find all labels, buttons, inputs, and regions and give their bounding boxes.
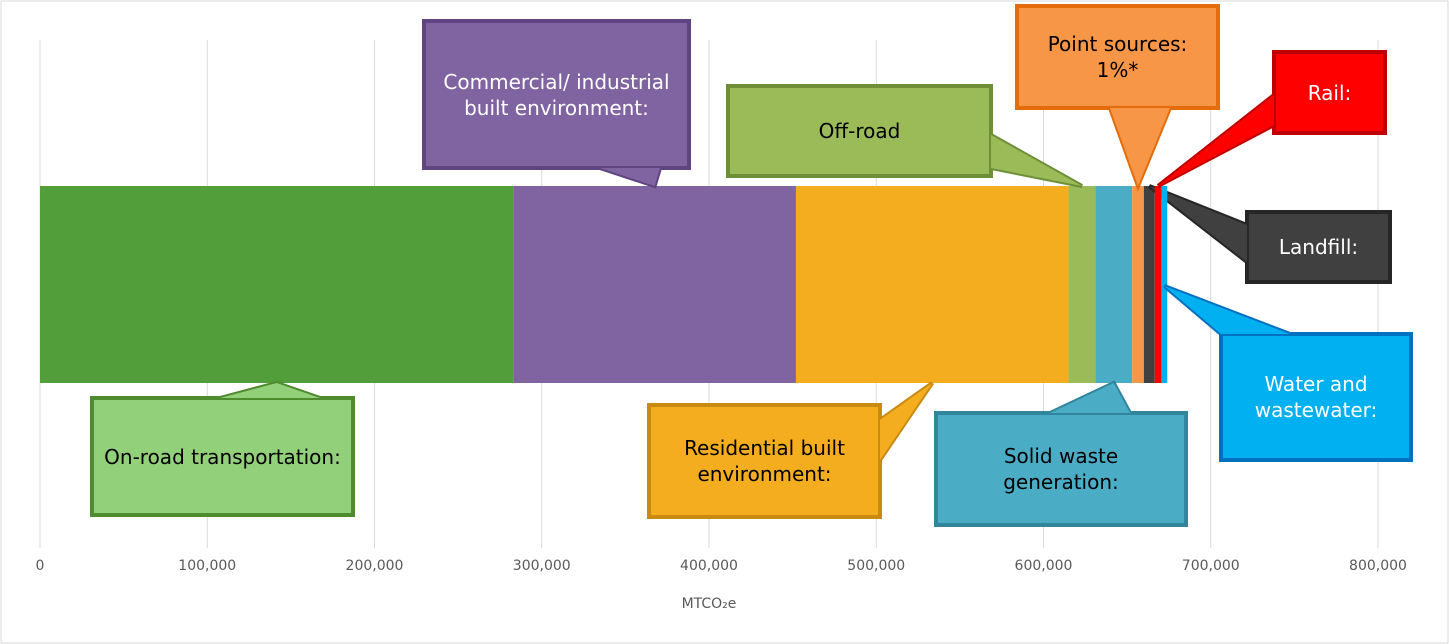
callout-tail-fill: [1149, 186, 1247, 262]
callout-tail-fill: [1158, 95, 1274, 186]
x-tick-label: 100,000: [178, 558, 236, 574]
callout-label: Point sources: 1%*: [1047, 32, 1188, 82]
x-tick-label: 0: [36, 558, 45, 574]
x-tick-label: 600,000: [1015, 558, 1073, 574]
callout-label: Rail:: [1307, 80, 1352, 105]
bar-segment: [513, 186, 796, 383]
bar-segment: [1132, 186, 1144, 383]
bar-segment: [795, 186, 1069, 383]
x-tick-label: 400,000: [680, 558, 738, 574]
callout-label: Off-road: [818, 119, 901, 143]
callout-label: Landfill:: [1278, 235, 1359, 259]
callout-tail-fill: [1164, 286, 1290, 334]
callout-box: [934, 411, 1188, 527]
callout-tail-fill: [880, 383, 933, 460]
x-tick-label: 800,000: [1349, 558, 1407, 574]
callout-label: Residential built environment:: [684, 436, 845, 486]
bar-segment: [1154, 186, 1162, 383]
callout-box: [90, 396, 355, 517]
x-tick-label: 700,000: [1182, 558, 1240, 574]
callout-box: [726, 84, 993, 178]
x-tick-label: 200,000: [346, 558, 404, 574]
callout-label: Solid waste generation:: [1003, 444, 1119, 494]
callout-box: [1272, 50, 1387, 135]
callout-tail-fill: [600, 168, 660, 186]
bar-segment: [40, 186, 514, 383]
callout-label: Water and wastewater:: [1254, 372, 1378, 422]
callout-label: On-road transportation:: [104, 444, 341, 469]
bar-segment: [1068, 186, 1096, 383]
bar-segment: [1161, 186, 1168, 383]
callout-tail-fill: [220, 383, 320, 398]
callout-box: [647, 403, 882, 519]
callout-box: [1245, 210, 1392, 284]
callout-tail-fill: [1110, 108, 1170, 186]
bar-segment: [1095, 186, 1133, 383]
callout-box: [1219, 332, 1413, 462]
callout-tail-fill: [1050, 383, 1130, 413]
x-tick-label: 500,000: [847, 558, 905, 574]
callout-box: [422, 19, 691, 170]
callout-tail-fill: [991, 135, 1082, 186]
bar-segment: [1143, 186, 1155, 383]
x-axis-title: MTCO₂e: [682, 596, 737, 612]
callout-label: Commercial/ industrial built environment…: [443, 69, 670, 120]
x-tick-label: 300,000: [513, 558, 571, 574]
